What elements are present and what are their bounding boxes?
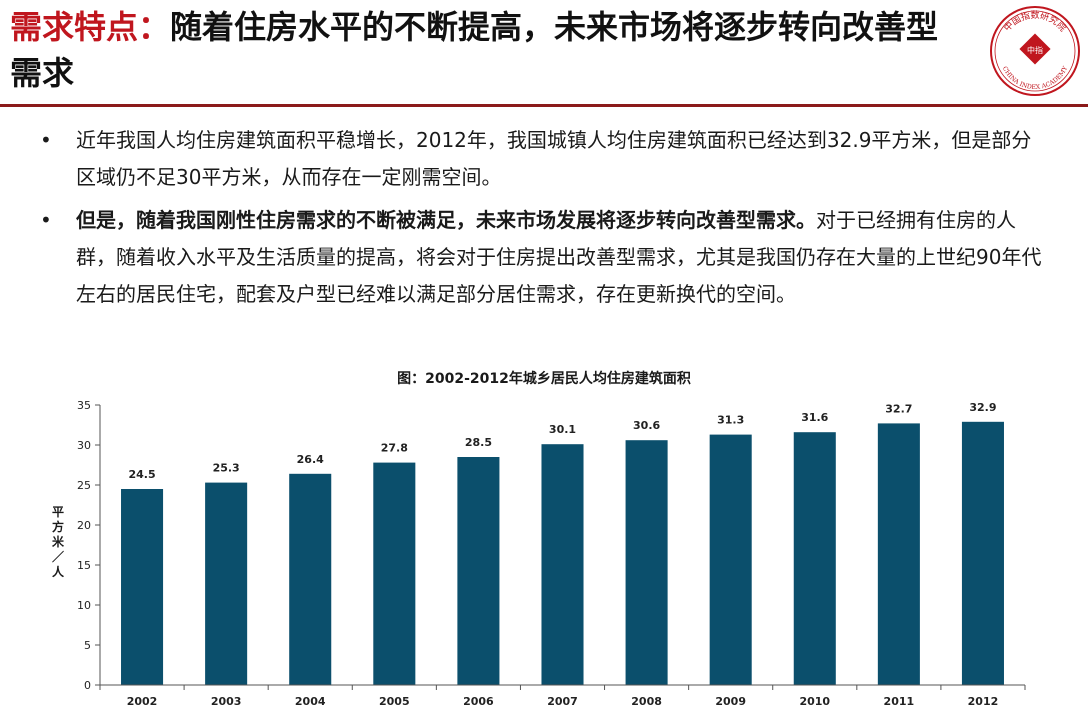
bar	[625, 440, 668, 685]
x-tick-label: 2009	[715, 695, 746, 708]
title-divider	[0, 104, 1088, 107]
y-tick-label: 35	[77, 399, 91, 412]
bar	[709, 434, 752, 685]
bullet-list: • 近年我国人均住房建筑面积平稳增长，2012年，我国城镇人均住房建筑面积已经达…	[40, 122, 1050, 319]
bar	[205, 482, 248, 685]
x-tick-label: 2012	[968, 695, 999, 708]
page-title-lead: 需求特点：	[10, 8, 171, 46]
y-tick-label: 25	[77, 479, 91, 492]
bullet-text: 近年我国人均住房建筑面积平稳增长，2012年，我国城镇人均住房建筑面积已经达到3…	[76, 128, 1032, 189]
x-tick-label: 2008	[631, 695, 662, 708]
data-label: 24.5	[128, 468, 155, 481]
x-tick-label: 2002	[127, 695, 158, 708]
data-label: 31.6	[801, 411, 828, 424]
bar	[877, 423, 920, 685]
y-tick-label: 20	[77, 519, 91, 532]
data-label: 30.6	[633, 419, 660, 432]
bar	[373, 462, 416, 685]
y-tick-label: 10	[77, 599, 91, 612]
bar	[793, 432, 836, 685]
y-tick-label: 0	[84, 679, 91, 692]
bullet-marker: •	[40, 208, 52, 232]
data-label: 27.8	[381, 442, 408, 455]
bar	[121, 489, 164, 685]
x-axis: 2002 2003 2004 2005 2006 2007 2008 2009 2010 2011…	[99, 684, 1026, 708]
x-tick-label: 2006	[463, 695, 494, 708]
x-tick-label: 2007	[547, 695, 578, 708]
data-label: 32.7	[885, 402, 912, 415]
logo-center-text: 中指	[1027, 45, 1043, 55]
x-tick-label: 2004	[295, 695, 326, 708]
data-label: 25.3	[213, 462, 240, 475]
x-tick-label: 2010	[799, 695, 830, 708]
chart-title: 图：2002-2012年城乡居民人均住房建筑面积	[397, 371, 691, 387]
data-label: 28.5	[465, 436, 492, 449]
bullet-item: • 近年我国人均住房建筑面积平稳增长，2012年，我国城镇人均住房建筑面积已经达…	[40, 122, 1050, 196]
data-label: 32.9	[969, 401, 996, 414]
bullet-item: • 但是，随着我国刚性住房需求的不断被满足，未来市场发展将逐步转向改善型需求。对…	[40, 202, 1050, 313]
bar	[541, 444, 584, 685]
bullet-bold-text: 但是，随着我国刚性住房需求的不断被满足，未来市场发展将逐步转向改善型需求。	[76, 208, 816, 232]
x-tick-label: 2005	[379, 695, 410, 708]
y-tick-label: 5	[84, 639, 91, 652]
y-axis: 0 5 10 15 20 25 30 35	[77, 399, 101, 692]
y-axis-label: 平方米／人	[51, 505, 64, 579]
page-title-rest: 随着住房水平的不断提高，未来市场将逐步转向改善型需求	[10, 8, 939, 92]
data-label: 31.3	[717, 414, 744, 427]
bar	[457, 457, 500, 685]
data-label: 26.4	[297, 453, 324, 466]
y-tick-label: 15	[77, 559, 91, 572]
x-tick-label: 2003	[211, 695, 242, 708]
bullet-marker: •	[40, 128, 52, 152]
china-index-academy-logo: 中国指数研究院 中指 CHINA INDEX ACADEMY	[990, 6, 1080, 96]
bars: 24.5 25.3 26.4 27.8 28.5 30.1 30.6 31.3 31.6 32.7…	[121, 401, 1004, 685]
bar-chart: 0 5 10 15 20 25 30 35 24.5 25.3 26.4 27.8 28.5 30.1 3…	[77, 399, 1026, 708]
bullet-text: 对于已经拥有住房的人群，随着收入水平及生活质量的提高，将会对于住房提出改善型需求…	[76, 208, 1042, 306]
page-title: 需求特点：随着住房水平的不断提高，未来市场将逐步转向改善型需求	[10, 4, 970, 96]
bar	[289, 473, 332, 685]
x-tick-label: 2011	[884, 695, 915, 708]
data-label: 30.1	[549, 423, 576, 436]
bar	[961, 421, 1004, 685]
y-tick-label: 30	[77, 439, 91, 452]
